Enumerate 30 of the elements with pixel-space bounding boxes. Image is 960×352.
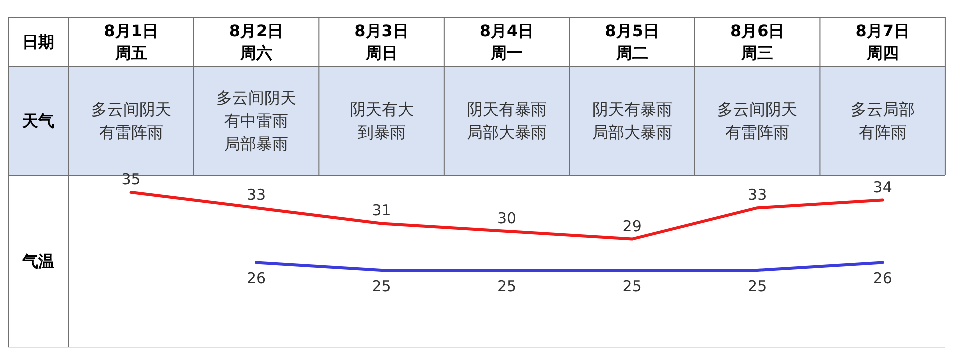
text: 日期 <box>22 32 55 52</box>
text: 多云间阴天有中雷雨局部暴雨 <box>216 88 297 154</box>
x-tick-label: 8月2日周六 <box>229 22 284 62</box>
data-label: 30 <box>498 210 517 228</box>
data-label: 25 <box>498 278 517 296</box>
x-tick-label: 8月4日周一 <box>480 22 534 62</box>
data-label: 25 <box>748 278 768 296</box>
x-tick-label: 8月7日周四 <box>856 22 910 62</box>
text: 天气 <box>22 112 55 130</box>
text: 多云间阴天有雷阵雨 <box>91 100 172 142</box>
data-label: 26 <box>246 270 266 288</box>
data-label: 31 <box>372 202 392 220</box>
text: 多云局部有阵雨 <box>850 100 915 142</box>
text: 阴天有大到暴雨 <box>350 100 414 142</box>
data-label: 33 <box>246 186 266 204</box>
data-label: 25 <box>622 278 642 296</box>
text: 阴天有暴雨局部大暴雨 <box>592 100 672 142</box>
data-label: 34 <box>873 178 892 196</box>
text: 气温 <box>22 252 55 271</box>
x-tick-label: 8月6日周三 <box>730 22 785 62</box>
data-label: 35 <box>122 170 141 188</box>
x-tick-label: 8月5日周二 <box>605 22 660 62</box>
data-label: 26 <box>873 270 892 288</box>
x-tick-label: 8月3日周日 <box>354 22 409 62</box>
data-label: 25 <box>372 278 392 296</box>
data-label: 29 <box>622 217 642 236</box>
text: 阴天有暴雨局部大暴雨 <box>467 100 548 142</box>
data-label: 33 <box>748 186 768 204</box>
x-tick-label: 8月1日周五 <box>104 22 158 62</box>
text: 多云间阴天有雷阵雨 <box>718 100 798 142</box>
